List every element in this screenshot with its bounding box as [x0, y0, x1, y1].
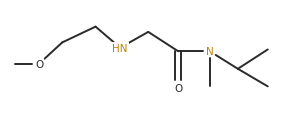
Text: O: O: [35, 59, 43, 69]
Text: HN: HN: [112, 43, 128, 53]
Text: O: O: [174, 83, 182, 93]
Text: N: N: [206, 47, 214, 57]
